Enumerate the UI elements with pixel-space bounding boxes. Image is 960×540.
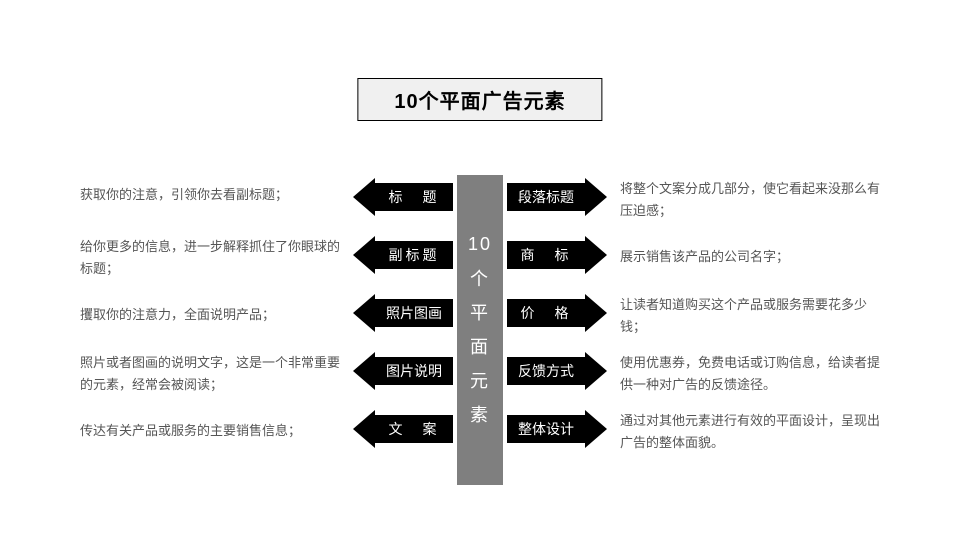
arrow-left-3: 图片说明 [353, 352, 453, 390]
arrow-right-3: 反馈方式 [507, 352, 607, 390]
desc-right-4: 通过对其他元素进行有效的平面设计，呈现出广告的整体面貌。 [620, 410, 880, 454]
arrow-left-4: 文 案 [353, 410, 453, 448]
arrow-label: 照片图画 [375, 299, 453, 327]
center-char-4: 元 [470, 364, 490, 398]
arrow-right-0: 段落标题 [507, 178, 607, 216]
arrow-label: 段落标题 [507, 183, 585, 211]
arrow-tip-icon [585, 352, 607, 390]
desc-left-4: 传达有关产品或服务的主要销售信息； [80, 420, 340, 442]
arrow-right-2: 价 格 [507, 294, 607, 332]
page-title: 10个平面广告元素 [357, 78, 602, 121]
center-column: 10 个 平 面 元 素 [457, 175, 503, 485]
desc-right-2: 让读者知道购买这个产品或服务需要花多少钱； [620, 294, 880, 338]
desc-right-3: 使用优惠券，免费电话或订购信息，给读者提供一种对广告的反馈途径。 [620, 352, 880, 396]
arrow-label: 标 题 [375, 183, 453, 211]
arrow-tip-icon [353, 294, 375, 332]
center-char-2: 平 [470, 296, 490, 330]
arrow-tip-icon [585, 294, 607, 332]
arrow-tip-icon [585, 178, 607, 216]
arrow-left-2: 照片图画 [353, 294, 453, 332]
arrow-label: 图片说明 [375, 357, 453, 385]
center-char-1: 个 [470, 262, 490, 296]
arrow-tip-icon [585, 236, 607, 274]
arrow-tip-icon [353, 178, 375, 216]
desc-right-1: 展示销售该产品的公司名字； [620, 246, 880, 268]
desc-left-0: 获取你的注意，引领你去看副标题； [80, 184, 340, 206]
arrow-left-1: 副标题 [353, 236, 453, 274]
desc-right-0: 将整个文案分成几部分，使它看起来没那么有压迫感； [620, 178, 880, 222]
center-char-0: 10 [468, 227, 492, 261]
arrow-label: 整体设计 [507, 415, 585, 443]
arrow-label: 商 标 [507, 241, 585, 269]
arrow-tip-icon [353, 352, 375, 390]
arrow-right-4: 整体设计 [507, 410, 607, 448]
arrow-label: 价 格 [507, 299, 585, 327]
arrow-right-1: 商 标 [507, 236, 607, 274]
arrow-label: 反馈方式 [507, 357, 585, 385]
arrow-label: 文 案 [375, 415, 453, 443]
arrow-tip-icon [585, 410, 607, 448]
arrow-label: 副标题 [375, 241, 453, 269]
desc-left-2: 攫取你的注意力，全面说明产品； [80, 304, 340, 326]
desc-left-1: 给你更多的信息，进一步解释抓住了你眼球的标题； [80, 236, 340, 280]
arrow-left-0: 标 题 [353, 178, 453, 216]
center-char-3: 面 [470, 330, 490, 364]
center-char-5: 素 [470, 398, 490, 432]
arrow-tip-icon [353, 236, 375, 274]
arrow-tip-icon [353, 410, 375, 448]
desc-left-3: 照片或者图画的说明文字，这是一个非常重要的元素，经常会被阅读； [80, 352, 340, 396]
